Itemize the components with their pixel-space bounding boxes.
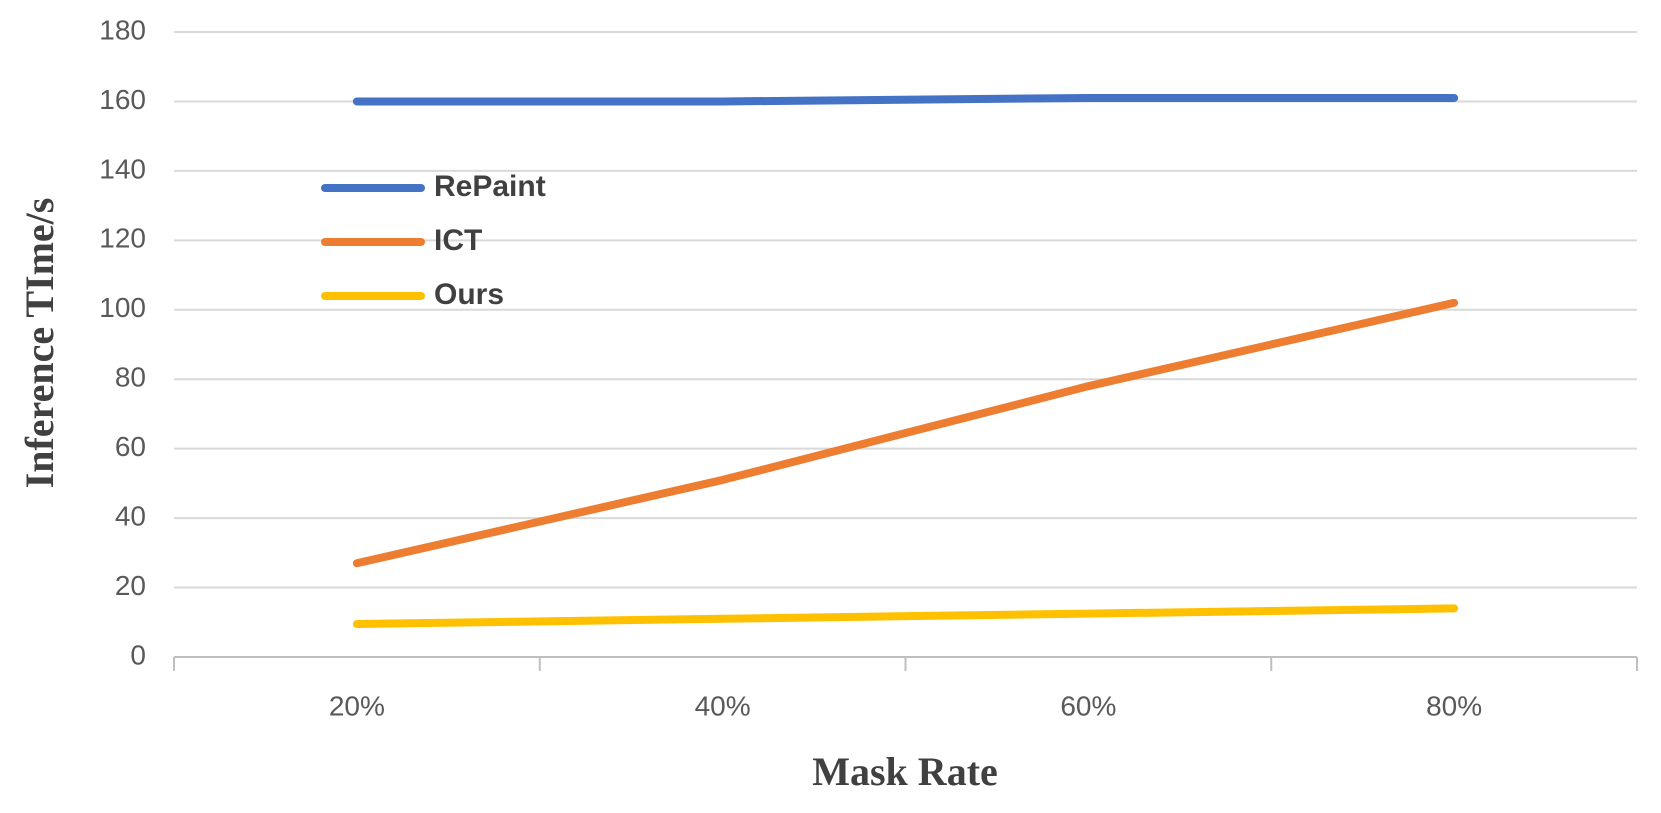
series-line xyxy=(352,93,1459,106)
legend-label: Ours xyxy=(434,278,504,311)
y-tick-label: 180 xyxy=(99,14,146,45)
legend-label: RePaint xyxy=(434,170,546,203)
x-tick-label: 20% xyxy=(329,690,385,721)
y-tick-label: 0 xyxy=(130,639,146,670)
y-tick-label: 40 xyxy=(115,501,146,532)
y-axis-title: Inference TIme/s xyxy=(17,198,62,489)
x-tick-label: 60% xyxy=(1060,690,1116,721)
x-tick-label: 40% xyxy=(695,690,751,721)
y-tick-label: 60 xyxy=(115,431,146,462)
x-axis-title: Mask Rate xyxy=(812,749,998,794)
y-tick-label: 20 xyxy=(115,570,146,601)
legend-label: ICT xyxy=(434,224,482,257)
y-tick-label: 140 xyxy=(99,153,146,184)
series-line xyxy=(352,298,1459,568)
y-tick-label: 120 xyxy=(99,223,146,254)
y-tick-label: 100 xyxy=(99,292,146,323)
y-tick-label: 80 xyxy=(115,362,146,393)
y-tick-label: 160 xyxy=(99,84,146,115)
x-tick-label: 80% xyxy=(1426,690,1482,721)
series-line xyxy=(352,604,1459,629)
